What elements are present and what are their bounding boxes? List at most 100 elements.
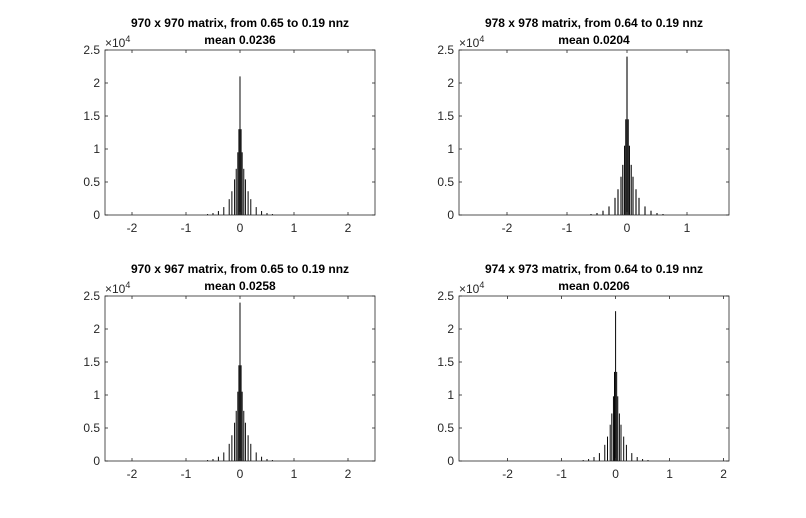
histogram-bar	[238, 129, 240, 215]
histogram-bar	[207, 214, 209, 215]
histogram-bar	[615, 311, 617, 461]
histogram-bar	[255, 207, 257, 215]
histogram-bar	[644, 206, 646, 215]
histogram-bar	[228, 199, 230, 215]
histogram-bar	[627, 119, 629, 215]
x-tick-label: 2	[345, 221, 352, 235]
y-tick-label: 0	[93, 208, 100, 222]
y-tick-label: 0.5	[83, 175, 100, 189]
y-exponent-base: ×10	[459, 282, 480, 296]
histogram-bar	[235, 410, 237, 461]
histogram-bar	[642, 459, 644, 461]
histogram-bar	[240, 365, 242, 461]
histogram-bar	[617, 189, 619, 215]
subplot-subtitle: mean 0.0258	[204, 279, 276, 293]
histogram-bar	[247, 191, 249, 215]
histogram-bar	[250, 443, 252, 461]
histogram-bar	[266, 459, 268, 461]
x-tick-label: 1	[684, 221, 691, 235]
histogram-bar	[596, 213, 598, 215]
histogram-bar	[614, 197, 616, 215]
y-tick-label: 1	[93, 388, 100, 402]
histogram-bar	[647, 460, 649, 461]
histogram-bar	[223, 207, 225, 215]
histogram-bar	[593, 457, 595, 461]
histogram-bar	[618, 413, 620, 461]
histogram-bar	[636, 457, 638, 461]
y-exponent-base: ×10	[105, 36, 126, 50]
histogram-bar	[656, 213, 658, 215]
histogram-bar	[238, 365, 240, 461]
y-tick-label: 1	[447, 388, 454, 402]
y-exponent-power: 4	[125, 34, 130, 44]
histogram-bar	[616, 371, 618, 461]
subplot-title: 970 x 967 matrix, from 0.65 to 0.19 nnz	[131, 262, 349, 276]
x-tick-label: 1	[666, 467, 673, 481]
histogram-bar	[207, 460, 209, 461]
subplot-title: 978 x 978 matrix, from 0.64 to 0.19 nnz	[485, 16, 703, 30]
y-tick-label: 2.5	[83, 289, 100, 303]
histogram-bar	[212, 213, 214, 215]
histogram-bar	[598, 453, 600, 461]
histogram-bar	[212, 459, 214, 461]
histogram-bar	[638, 197, 640, 215]
histogram-bar	[632, 176, 634, 215]
y-tick-label: 2	[93, 322, 100, 336]
y-tick-label: 2.5	[437, 289, 454, 303]
histogram-bar	[623, 436, 625, 461]
x-tick-label: -1	[181, 467, 192, 481]
y-exponent-power: 4	[479, 280, 484, 290]
histogram-bar	[266, 213, 268, 215]
y-tick-label: 2	[447, 322, 454, 336]
x-tick-label: -1	[556, 467, 567, 481]
histogram-bar	[239, 302, 241, 461]
histogram-bar	[626, 56, 628, 215]
y-tick-label: 0.5	[83, 421, 100, 435]
y-exponent-label: ×104	[459, 280, 484, 296]
y-exponent-base: ×10	[459, 36, 480, 50]
histogram-bar	[607, 436, 608, 461]
y-tick-label: 2.5	[437, 43, 454, 57]
y-exponent-power: 4	[125, 280, 130, 290]
histogram-bar	[650, 210, 652, 215]
y-exponent-label: ×104	[105, 34, 130, 50]
y-tick-label: 2	[93, 76, 100, 90]
subplot-subtitle: mean 0.0204	[558, 33, 630, 47]
x-tick-label: 2	[345, 467, 352, 481]
histogram-bar	[631, 453, 633, 461]
histogram-bar	[234, 179, 236, 215]
histogram-bar	[614, 371, 615, 461]
histogram-bar	[617, 396, 619, 461]
histogram-bar	[608, 206, 610, 215]
histogram-bar	[243, 410, 245, 461]
y-tick-label: 0	[447, 454, 454, 468]
histogram-bar	[625, 119, 627, 215]
histogram-bar	[271, 214, 273, 215]
histogram-bar	[620, 424, 622, 461]
x-tick-label: 0	[237, 467, 244, 481]
histogram-bar	[250, 199, 252, 215]
x-tick-label: 1	[291, 467, 298, 481]
y-exponent-label: ×104	[459, 34, 484, 50]
y-exponent-base: ×10	[105, 282, 126, 296]
histogram-bar	[241, 391, 243, 461]
histogram-bar	[217, 211, 219, 215]
y-tick-label: 1.5	[437, 355, 454, 369]
histogram-bar	[247, 435, 249, 461]
x-tick-label: -1	[562, 221, 573, 235]
histogram-bar	[237, 152, 239, 215]
y-exponent-power: 4	[479, 34, 484, 44]
y-tick-label: 1	[93, 142, 100, 156]
histogram-bar	[217, 456, 219, 461]
x-tick-label: 2	[720, 467, 727, 481]
y-tick-label: 1.5	[437, 109, 454, 123]
histogram-bar	[244, 422, 246, 461]
histogram-bar	[271, 460, 273, 461]
subplot-subtitle: mean 0.0236	[204, 33, 276, 47]
histogram-bar	[611, 413, 613, 461]
